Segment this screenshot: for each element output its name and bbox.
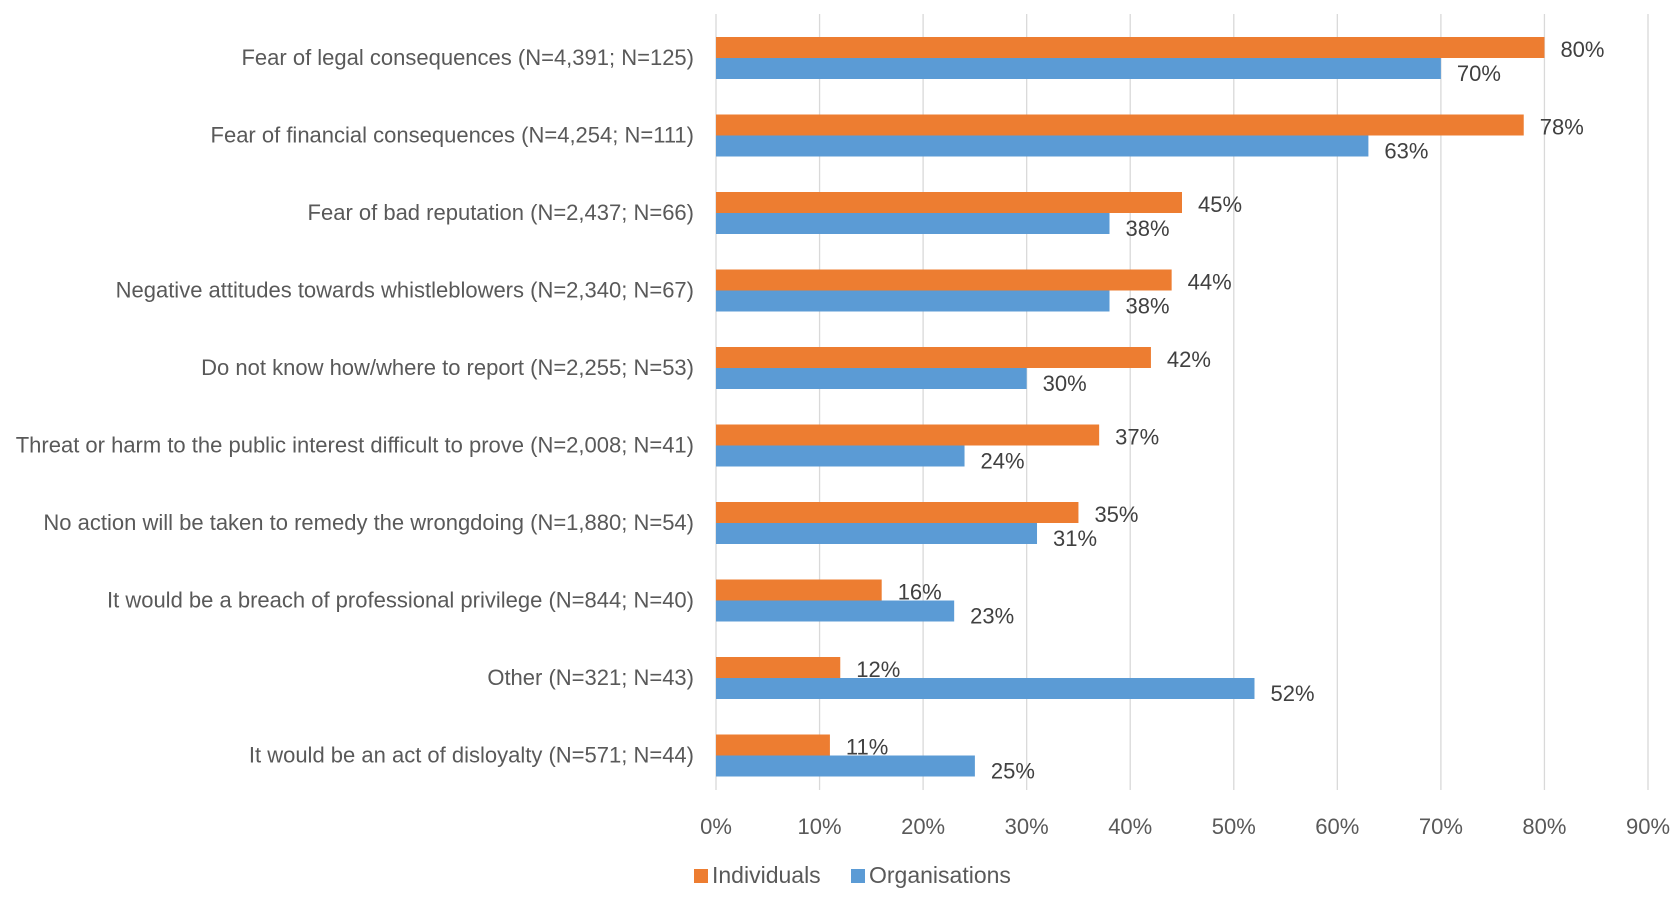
bar-organisations (716, 58, 1441, 79)
x-axis-tick-labels: 0% 10% 20% 30% 40% 50% 60% 70% 80% 90% (700, 814, 1670, 839)
legend-swatch-organisations (851, 869, 865, 883)
bar-organisations (716, 213, 1110, 234)
x-tick-label: 70% (1419, 814, 1463, 839)
data-label-organisations: 38% (1126, 216, 1170, 241)
data-label-organisations: 52% (1270, 681, 1314, 706)
data-label-individuals: 12% (856, 657, 900, 682)
bar-individuals (716, 734, 830, 756)
category-label: Other (N=321; N=43) (487, 665, 694, 690)
data-label-individuals: 37% (1115, 425, 1159, 450)
category-label: No action will be taken to remedy the wr… (43, 510, 694, 535)
x-tick-label: 90% (1626, 814, 1670, 839)
category-label: Fear of financial consequences (N=4,254;… (211, 123, 694, 148)
data-label-individuals: 45% (1198, 192, 1242, 217)
category-label: Threat or harm to the public interest di… (16, 433, 694, 458)
bar-organisations (716, 678, 1255, 699)
category-label: It would be an act of disloyalty (N=571;… (249, 743, 694, 768)
category-label: Do not know how/where to report (N=2,255… (201, 355, 694, 380)
bar-individuals (716, 424, 1100, 446)
bar-individuals (716, 269, 1172, 291)
category-label: Fear of bad reputation (N=2,437; N=66) (308, 200, 694, 225)
x-tick-label: 0% (700, 814, 732, 839)
x-tick-label: 40% (1108, 814, 1152, 839)
data-label-organisations: 30% (1043, 371, 1087, 396)
bar-individuals (716, 579, 882, 601)
data-label-organisations: 31% (1053, 526, 1097, 551)
legend-label-organisations: Organisations (869, 862, 1011, 888)
bar-organisations (716, 445, 965, 467)
legend: Individuals Organisations (694, 862, 1011, 888)
bar-organisations (716, 755, 975, 777)
bar-individuals (716, 37, 1545, 58)
category-labels: Fear of legal consequences (N=4,391; N=1… (16, 45, 694, 768)
data-label-individuals: 80% (1560, 37, 1604, 62)
data-label-organisations: 23% (970, 604, 1014, 629)
category-label: It would be a breach of professional pri… (107, 588, 694, 613)
x-tick-label: 30% (1005, 814, 1049, 839)
legend-label-individuals: Individuals (712, 862, 821, 888)
bar-organisations (716, 523, 1038, 544)
bar-individuals (716, 657, 841, 678)
data-label-individuals: 42% (1167, 347, 1211, 372)
data-label-individuals: 35% (1094, 502, 1138, 527)
data-label-organisations: 25% (991, 759, 1035, 784)
bar-organisations (716, 290, 1110, 312)
x-tick-label: 60% (1315, 814, 1359, 839)
data-label-organisations: 24% (981, 449, 1025, 474)
x-tick-label: 20% (901, 814, 945, 839)
bar-individuals (716, 114, 1524, 136)
x-tick-label: 50% (1212, 814, 1256, 839)
data-label-organisations: 70% (1457, 61, 1501, 86)
data-labels: 80% 70% 78% 63% 45% 38% 44% 38% 42% 30% 37% 24% 35%3… (846, 37, 1605, 784)
bars (716, 37, 1545, 777)
bar-individuals (716, 347, 1151, 368)
bar-individuals (716, 192, 1182, 213)
bar-organisations (716, 600, 955, 622)
x-tick-label: 80% (1522, 814, 1566, 839)
legend-swatch-individuals (694, 869, 708, 883)
data-label-individuals: 11% (846, 735, 888, 760)
data-label-individuals: 44% (1188, 270, 1232, 295)
x-tick-label: 10% (798, 814, 842, 839)
bar-organisations (716, 368, 1027, 389)
data-label-individuals: 78% (1540, 115, 1584, 140)
bar-organisations (716, 135, 1369, 157)
category-label: Negative attitudes towards whistleblower… (116, 278, 694, 303)
bar-individuals (716, 502, 1079, 523)
data-label-organisations: 63% (1384, 139, 1428, 164)
data-label-organisations: 38% (1126, 294, 1170, 319)
category-label: Fear of legal consequences (N=4,391; N=1… (241, 45, 694, 70)
data-label-individuals: 16% (898, 580, 942, 605)
